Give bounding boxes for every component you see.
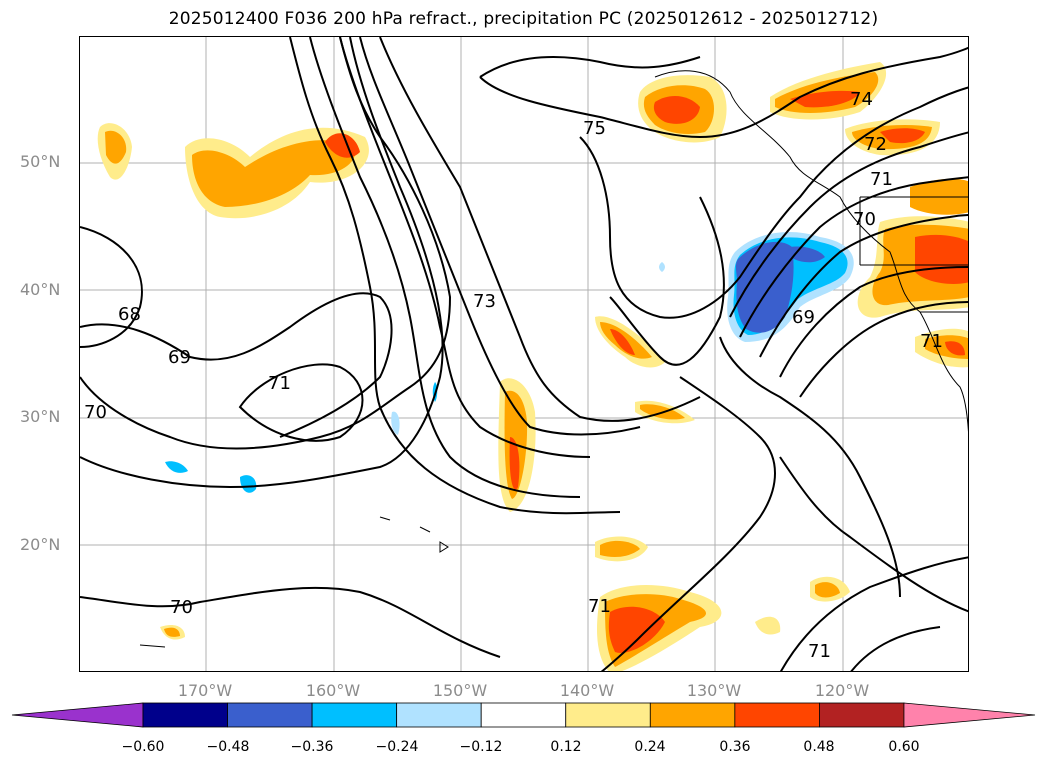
contour-label: 75 [583,118,606,139]
colorbar-segment [565,702,651,728]
precip-negative [165,232,854,493]
colorbar-segment [734,702,820,728]
colorbar-tick-label: 0.60 [888,739,920,755]
lat-label: 20°N [20,535,61,554]
colorbar [11,702,1036,728]
colorbar-segment [396,702,482,728]
lat-label: 50°N [20,152,61,171]
colorbar-segment [311,702,398,728]
lat-label: 40°N [20,280,61,299]
contour-label: 71 [808,641,831,662]
colorbar-tick-label: −0.24 [375,739,419,755]
contour-label: 70 [84,402,107,423]
contour-label: 71 [268,373,291,394]
lon-label: 150°W [432,681,488,700]
contour-label: 71 [920,331,943,352]
contour-label: 70 [170,597,193,618]
lon-label: 130°W [686,681,742,700]
colorbar-segment [227,702,313,728]
colorbar-tick-label: −0.60 [121,739,165,755]
contour-label: 69 [168,347,191,368]
contour-label: 70 [853,209,876,230]
colorbar-segment [480,702,567,728]
contour-label: 73 [473,291,496,312]
colorbar-tick-label: −0.36 [290,739,334,755]
contour-label-group: 75 74 72 71 70 73 68 69 71 70 69 71 70 7… [84,89,943,662]
lat-label: 30°N [20,407,61,426]
plot-title: 2025012400 F036 200 hPa refract., precip… [168,9,879,29]
colorbar-segment [142,702,228,728]
lon-label: 120°W [814,681,870,700]
contour-label: 71 [588,596,611,617]
map-panel: 75 74 72 71 70 73 68 69 71 70 69 71 70 7… [79,36,969,672]
colorbar-extend-low [11,702,144,728]
colorbar-segment [649,702,736,728]
colorbar-tick-label: 0.48 [803,739,835,755]
refractivity-contours [80,37,968,671]
lon-label: 170°W [177,681,233,700]
contour-label: 68 [118,304,141,325]
colorbar-tick-label: 0.36 [719,739,751,755]
coastlines [139,70,968,648]
colorbar-extend-high [903,702,1036,728]
colorbar-tick-label: 0.12 [550,739,582,755]
map-canvas: 75 74 72 71 70 73 68 69 71 70 69 71 70 7… [80,37,968,671]
lon-label: 160°W [305,681,361,700]
contour-label: 71 [870,169,893,190]
contour-label: 69 [792,307,815,328]
contour-label: 72 [864,134,887,155]
lon-label: 140°W [559,681,615,700]
colorbar-tick-label: 0.24 [634,739,666,755]
contour-label: 74 [850,89,873,110]
colorbar-segment [819,702,905,728]
colorbar-tick-label: −0.12 [459,739,503,755]
colorbar-tick-label: −0.48 [206,739,250,755]
